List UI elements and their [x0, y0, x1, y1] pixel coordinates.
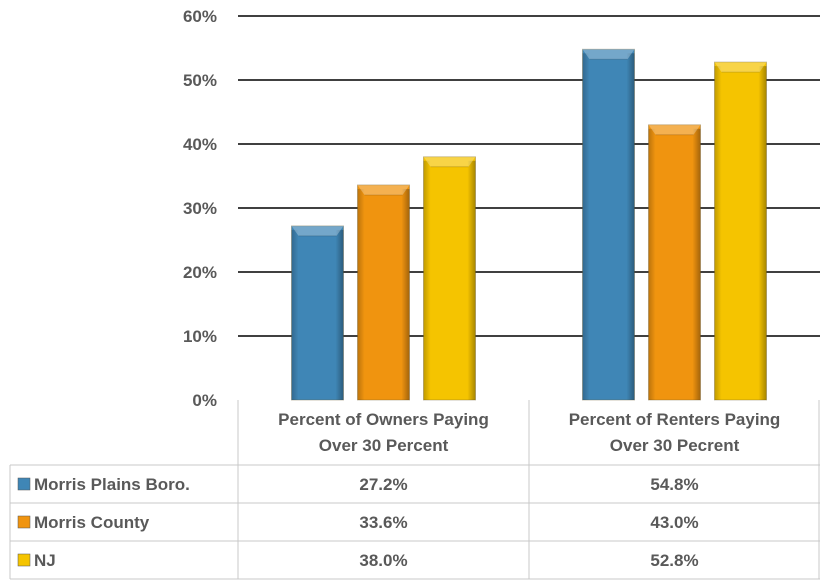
y-tick-label: 30% — [183, 199, 217, 218]
category-label: Percent of Renters Paying — [569, 410, 781, 429]
legend-label: NJ — [34, 551, 56, 570]
bar — [714, 61, 767, 401]
y-axis-ticks: 0% 10% 20% 30% 40% 50% 60% — [183, 7, 217, 410]
legend-swatch — [17, 515, 31, 529]
bar — [357, 184, 410, 401]
legend-label: Morris Plains Boro. — [34, 475, 190, 494]
category-label: Percent of Owners Paying — [278, 410, 489, 429]
bar — [423, 156, 476, 401]
data-label: 54.8% — [650, 475, 698, 494]
y-tick-label: 40% — [183, 135, 217, 154]
bar — [582, 48, 635, 401]
bar — [648, 124, 701, 401]
y-tick-label: 0% — [192, 391, 217, 410]
legend-swatch — [17, 553, 31, 567]
data-label: 33.6% — [359, 513, 407, 532]
category-label: Over 30 Pecrent — [610, 436, 740, 455]
y-tick-label: 60% — [183, 7, 217, 26]
y-tick-label: 10% — [183, 327, 217, 346]
data-label: 43.0% — [650, 513, 698, 532]
data-label: 52.8% — [650, 551, 698, 570]
bar — [291, 225, 344, 401]
y-tick-label: 50% — [183, 71, 217, 90]
data-table: Percent of Owners Paying Over 30 Percent P… — [9, 400, 820, 580]
category-label: Over 30 Percent — [319, 436, 449, 455]
y-tick-label: 20% — [183, 263, 217, 282]
legend-label: Morris County — [34, 513, 150, 532]
data-label: 38.0% — [359, 551, 407, 570]
data-label: 27.2% — [359, 475, 407, 494]
bars — [291, 48, 767, 401]
legend-swatch — [17, 477, 31, 491]
